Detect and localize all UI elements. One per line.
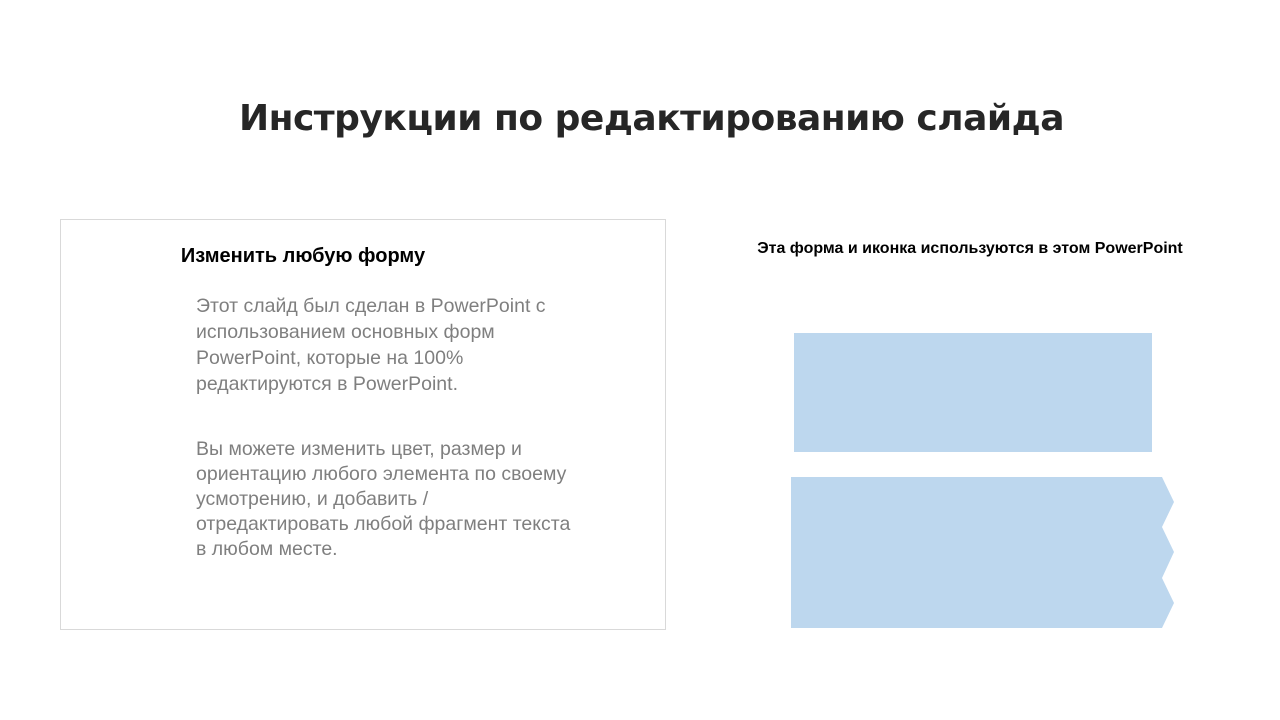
shape-caption: Эта форма и иконка используются в этом P… bbox=[757, 240, 1183, 257]
card-paragraph-1: Этот слайд был сделан в PowerPoint с исп… bbox=[196, 295, 546, 395]
zigzag-edge-shape bbox=[791, 477, 1174, 628]
slide-title: Инструкции по редактированию слайда bbox=[238, 98, 1065, 139]
info-card bbox=[60, 219, 666, 630]
card-paragraph-2: Вы можете изменить цвет, размер и ориент… bbox=[196, 438, 571, 560]
card-heading: Изменить любую форму bbox=[180, 245, 426, 267]
rectangle-shape bbox=[794, 333, 1152, 452]
